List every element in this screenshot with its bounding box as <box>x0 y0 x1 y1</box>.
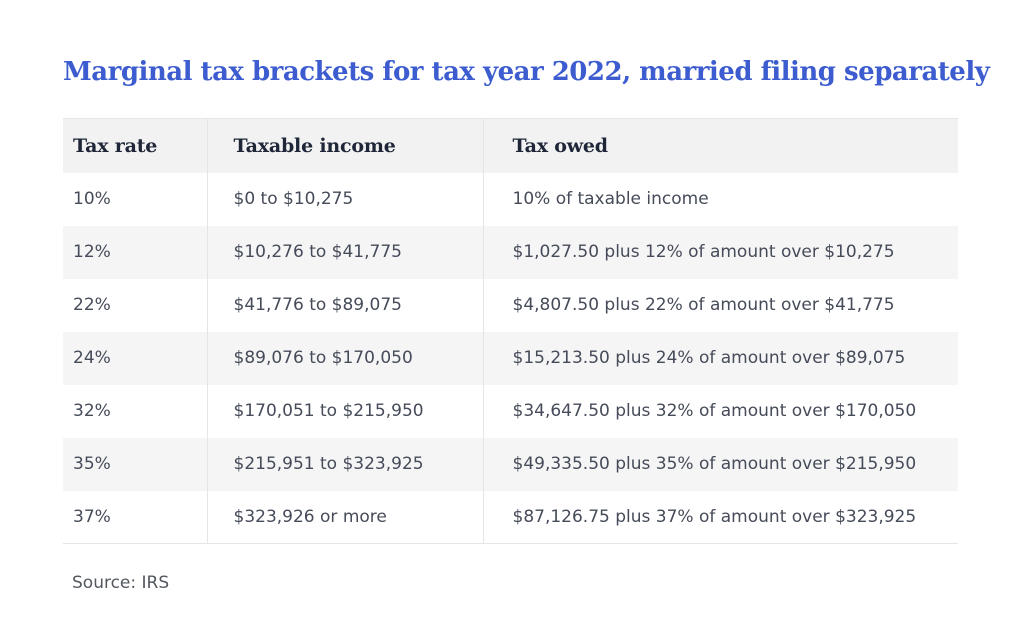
cell-tax-owed: $4,807.50 plus 22% of amount over $41,77… <box>482 278 958 332</box>
cell-taxable-income: $215,951 to $323,925 <box>206 437 483 491</box>
cell-tax-owed: $15,213.50 plus 24% of amount over $89,0… <box>482 331 958 385</box>
cell-taxable-income: $10,276 to $41,775 <box>206 225 483 279</box>
cell-taxable-income: $41,776 to $89,075 <box>206 278 483 332</box>
source-caption: Source: IRS <box>72 573 170 593</box>
cell-taxable-income: $170,051 to $215,950 <box>206 384 483 438</box>
cell-tax-owed: $34,647.50 plus 32% of amount over $170,… <box>482 384 958 438</box>
cell-tax-rate: 22% <box>63 278 207 332</box>
table-row: 10% $0 to $10,275 10% of taxable income <box>63 172 958 226</box>
table-header: Tax rate Taxable income Tax owed <box>63 118 958 173</box>
column-header-tax-owed: Tax owed <box>482 118 958 173</box>
cell-tax-rate: 37% <box>63 490 207 544</box>
cell-taxable-income: $323,926 or more <box>206 490 483 544</box>
figure-title: Marginal tax brackets for tax year 2022,… <box>63 57 990 87</box>
cell-tax-rate: 24% <box>63 331 207 385</box>
cell-tax-rate: 32% <box>63 384 207 438</box>
cell-tax-owed: $1,027.50 plus 12% of amount over $10,27… <box>482 225 958 279</box>
cell-tax-rate: 35% <box>63 437 207 491</box>
table-header-row: Tax rate Taxable income Tax owed <box>63 118 958 173</box>
figure-page: Marginal tax brackets for tax year 2022,… <box>63 57 990 593</box>
table-body: 10% $0 to $10,275 10% of taxable income 12%… <box>63 172 958 544</box>
table-row: 32% $170,051 to $215,950 $34,647.50 plus 3… <box>63 384 958 438</box>
table-row: 22% $41,776 to $89,075 $4,807.50 plus 22% … <box>63 278 958 332</box>
column-header-tax-rate: Tax rate <box>63 118 207 173</box>
cell-taxable-income: $0 to $10,275 <box>206 172 483 226</box>
cell-tax-owed: 10% of taxable income <box>482 172 958 226</box>
cell-tax-owed: $87,126.75 plus 37% of amount over $323,… <box>482 490 958 544</box>
cell-tax-rate: 12% <box>63 225 207 279</box>
cell-taxable-income: $89,076 to $170,050 <box>206 331 483 385</box>
column-header-taxable-income: Taxable income <box>206 118 483 173</box>
table-row: 35% $215,951 to $323,925 $49,335.50 plus 3… <box>63 437 958 491</box>
cell-tax-rate: 10% <box>63 172 207 226</box>
tax-brackets-table: Tax rate Taxable income Tax owed 10% $0 t… <box>63 118 958 544</box>
cell-tax-owed: $49,335.50 plus 35% of amount over $215,… <box>482 437 958 491</box>
table-row: 24% $89,076 to $170,050 $15,213.50 plus 24… <box>63 331 958 385</box>
table-row: 37% $323,926 or more $87,126.75 plus 37% o… <box>63 490 958 544</box>
table-row: 12% $10,276 to $41,775 $1,027.50 plus 12% … <box>63 225 958 279</box>
